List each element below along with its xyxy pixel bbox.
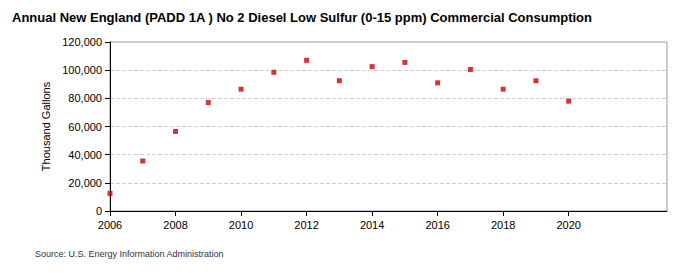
svg-text:2014: 2014 [360, 219, 384, 231]
svg-text:2016: 2016 [425, 219, 449, 231]
svg-text:100,000: 100,000 [62, 64, 102, 76]
svg-text:2008: 2008 [163, 219, 187, 231]
svg-text:0: 0 [96, 205, 102, 217]
svg-text:2006: 2006 [98, 219, 122, 231]
svg-text:Annual New England (PADD 1A ): Annual New England (PADD 1A ) No 2 Diese… [12, 10, 592, 25]
svg-text:20,000: 20,000 [68, 177, 102, 189]
svg-text:2020: 2020 [556, 219, 580, 231]
svg-text:2012: 2012 [294, 219, 318, 231]
svg-text:60,000: 60,000 [68, 121, 102, 133]
svg-text:2018: 2018 [491, 219, 515, 231]
svg-text:80,000: 80,000 [68, 92, 102, 104]
svg-text:120,000: 120,000 [62, 36, 102, 48]
svg-text:40,000: 40,000 [68, 149, 102, 161]
svg-text:Thousand Gallons: Thousand Gallons [40, 81, 52, 171]
svg-text:Source: U.S. Energy Informatio: Source: U.S. Energy Information Administ… [35, 249, 224, 259]
svg-text:2010: 2010 [229, 219, 253, 231]
